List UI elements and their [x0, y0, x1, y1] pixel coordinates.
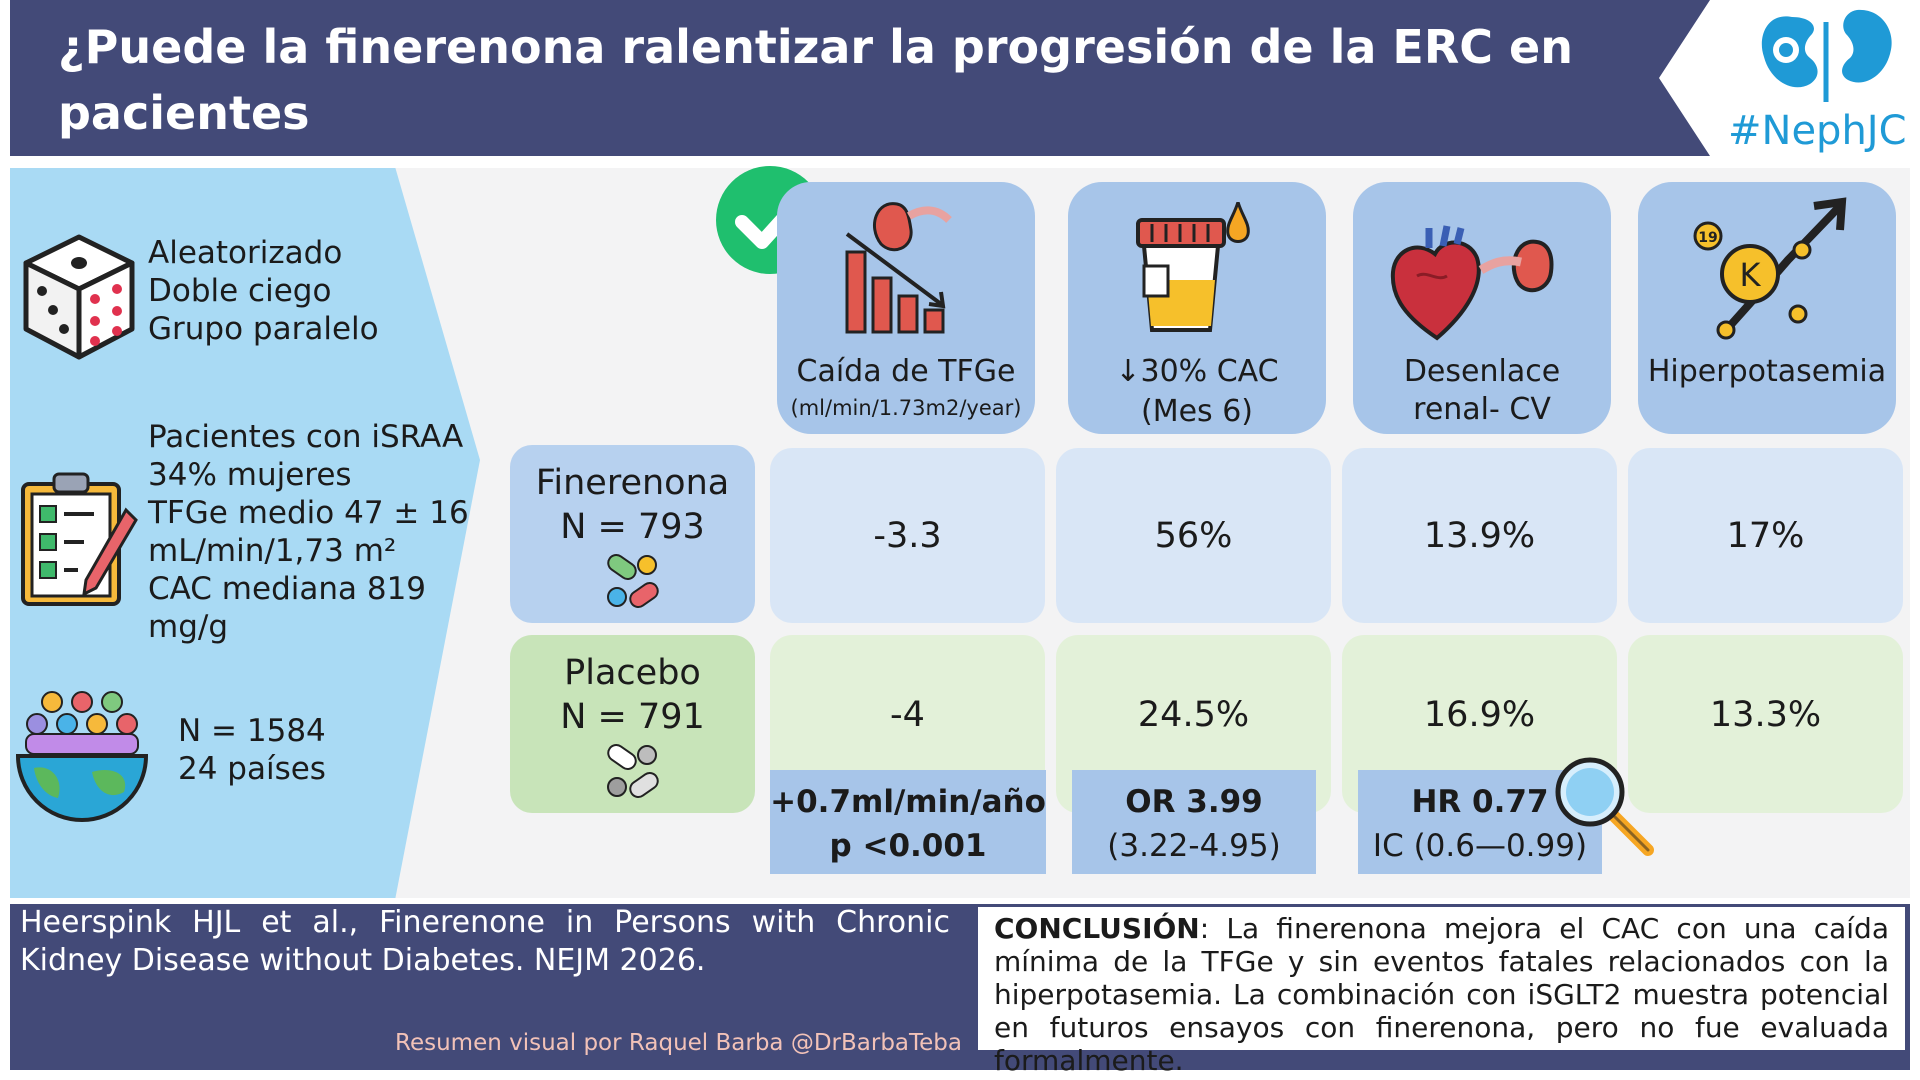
- clipboard-icon: [21, 472, 138, 606]
- patient-line: mL/min/1,73 m²: [148, 533, 397, 569]
- patient-line: 34% mujeres: [148, 457, 352, 493]
- column-sublabel: (Mes 6): [1140, 394, 1253, 429]
- stat-odds-ratio: OR 3.99 (3.22-4.95): [1072, 770, 1316, 874]
- patient-line: CAC mediana 819: [148, 571, 427, 607]
- population-line: 24 países: [178, 751, 326, 787]
- nephjc-logo: #NephJC: [1718, 0, 1920, 160]
- kidney-logo-icon: [1761, 9, 1892, 102]
- stat-ci: (3.22-4.95): [1107, 828, 1281, 864]
- stat-value: HR 0.77: [1411, 784, 1549, 820]
- title-line-1: ¿Puede la finerenona ralentizar la progr…: [58, 20, 1573, 140]
- column-header-renal-cv: Desenlace renal- CV: [1353, 182, 1611, 434]
- stat-pvalue: p <0.001: [829, 828, 987, 864]
- patient-line: Pacientes con iSRAA: [148, 419, 464, 455]
- conclusion-label: CONCLUSIÓN: [994, 912, 1200, 945]
- row-label-finerenona: Finerenona N = 793: [510, 445, 755, 623]
- title-banner: [10, 0, 1710, 156]
- column-sublabel: renal- CV: [1413, 392, 1551, 427]
- row-label-placebo: Placebo N = 791: [510, 635, 755, 813]
- column-header-hyperkalemia: K 19 Hiperpotasemia: [1638, 182, 1896, 434]
- row-n: N = 793: [560, 507, 705, 547]
- svg-text:K: K: [1740, 256, 1762, 294]
- stat-ci: IC (0.6—0.99): [1372, 828, 1588, 864]
- conclusion-text: : La finerenona mejora el CAC con una ca…: [994, 912, 1889, 1077]
- stat-egfr-difference: +0.7ml/min/año p <0.001: [770, 770, 1046, 874]
- logo-text: #NephJC: [1728, 108, 1907, 154]
- design-list: Aleatorizado Doble ciego Grupo paralelo: [148, 234, 379, 348]
- stat-value: OR 3.99: [1125, 784, 1263, 820]
- magnifier-icon: [1555, 757, 1654, 856]
- row-n: N = 791: [560, 697, 705, 737]
- cell-placebo-hyperkalemia: 13.3%: [1628, 635, 1903, 813]
- patient-characteristics: Pacientes con iSRAA 34% mujeres TFGe med…: [148, 418, 469, 646]
- column-label: Hiperpotasemia: [1647, 354, 1887, 389]
- patient-line: mg/g: [148, 609, 228, 645]
- cell-finerenona-renal-cv: 13.9%: [1342, 448, 1617, 623]
- design-line: Grupo paralelo: [148, 311, 379, 347]
- column-label: Caída de TFGe: [796, 354, 1016, 389]
- svg-text:19: 19: [1698, 230, 1717, 246]
- citation: Heerspink HJL et al., Finerenone in Pers…: [20, 905, 950, 978]
- globe-people-icon: [15, 691, 149, 822]
- kidney-decline-chart-icon: [845, 202, 952, 334]
- dice-icon: [23, 234, 135, 360]
- cell-finerenona-hyperkalemia: 17%: [1628, 448, 1903, 623]
- cell-finerenona-egfr: -3.3: [770, 448, 1045, 623]
- row-name: Finerenona: [535, 463, 730, 503]
- conclusion-box: CONCLUSIÓN: La finerenona mejora el CAC …: [978, 907, 1905, 1077]
- design-line: Aleatorizado: [148, 235, 343, 271]
- column-sublabel: (ml/min/1.73m2/year): [790, 396, 1022, 420]
- population-line: N = 1584: [178, 713, 326, 749]
- patient-line: TFGe medio 47 ± 16: [148, 495, 469, 531]
- cell-finerenona-uacr: 56%: [1056, 448, 1331, 623]
- column-header-egfr: Caída de TFGe (ml/min/1.73m2/year): [777, 182, 1035, 434]
- design-line: Doble ciego: [148, 273, 332, 309]
- author-credit: Resumen visual por Raquel Barba @DrBarba…: [395, 1030, 963, 1056]
- column-label: Desenlace: [1403, 354, 1561, 389]
- potassium-increase-icon: K 19: [1693, 197, 1847, 340]
- pills-gray-icon: [606, 743, 659, 799]
- population-summary: N = 1584 24 países: [178, 712, 326, 788]
- urine-cup-icon: [1136, 202, 1250, 332]
- stat-value: +0.7ml/min/año: [770, 784, 1046, 820]
- column-header-uacr: ↓30% CAC (Mes 6): [1068, 182, 1326, 434]
- row-name: Placebo: [564, 653, 701, 693]
- heart-kidney-icon: [1390, 225, 1554, 341]
- column-label: ↓30% CAC: [1115, 354, 1279, 389]
- pills-icon: [606, 553, 659, 609]
